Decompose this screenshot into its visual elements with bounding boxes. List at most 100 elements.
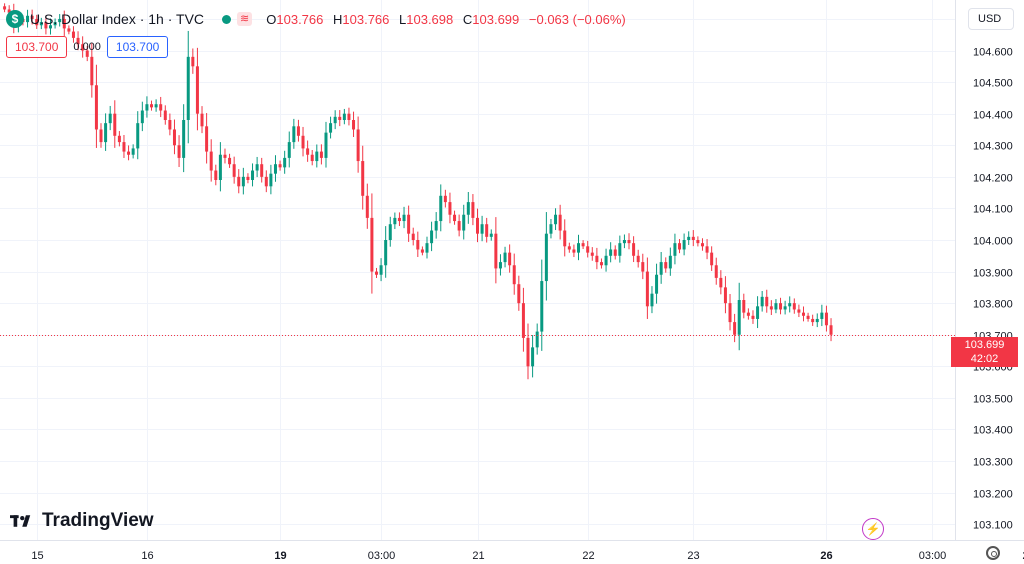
settings-gear-icon[interactable] — [986, 546, 1000, 560]
candle — [457, 214, 461, 237]
candle-body — [457, 221, 461, 231]
candle — [361, 145, 365, 210]
candle-body — [393, 217, 397, 225]
candle — [632, 236, 636, 263]
candle — [94, 64, 98, 148]
candle — [535, 323, 539, 355]
candle — [425, 236, 429, 259]
candle — [641, 253, 645, 280]
candle-body — [535, 331, 539, 348]
candle — [186, 30, 190, 144]
candle-body — [168, 120, 172, 130]
candle-body — [719, 277, 723, 288]
candle — [604, 248, 608, 272]
candle-body — [765, 296, 769, 307]
candle — [774, 299, 778, 314]
price-tick-label: 104.400 — [973, 110, 1013, 122]
candle-body — [127, 151, 131, 155]
candle-body — [232, 164, 236, 177]
candle-body — [792, 303, 796, 310]
candle — [558, 204, 562, 240]
candle-body — [191, 56, 195, 67]
candle-body — [609, 249, 613, 256]
candle-body — [430, 230, 434, 244]
price-axis[interactable]: 104.700104.600104.500104.400104.300104.2… — [955, 0, 1013, 540]
candle — [751, 310, 755, 324]
candle-body — [85, 50, 89, 57]
candle — [177, 135, 181, 167]
candle — [682, 233, 686, 256]
currency-selector[interactable]: USD — [968, 8, 1014, 30]
candle — [792, 298, 796, 314]
low-value: 103.698 — [406, 11, 454, 27]
candle — [636, 249, 640, 268]
candle-body — [650, 293, 654, 307]
candle — [168, 113, 172, 136]
candle — [117, 131, 121, 147]
candle — [58, 14, 62, 27]
symbol-logo-icon[interactable]: $ — [6, 10, 24, 28]
candle — [733, 313, 737, 343]
spread-value: 0.000 — [73, 41, 101, 53]
candle-body — [347, 113, 351, 120]
candle — [577, 234, 581, 261]
buy-button[interactable]: 103.700 — [106, 36, 169, 58]
price-tick-label: 103.400 — [973, 425, 1013, 437]
candle-body — [195, 66, 199, 114]
candle-body — [223, 154, 227, 158]
candle — [664, 257, 668, 273]
candle-body — [260, 164, 264, 177]
candle-body — [774, 303, 778, 310]
candle — [251, 163, 255, 187]
candle-body — [494, 233, 498, 269]
candle — [811, 314, 815, 326]
candle-body — [342, 113, 346, 120]
candle-body — [636, 255, 640, 263]
symbol-title[interactable]: U.S. Dollar Index · 1h · TVC — [30, 11, 205, 27]
candle-body — [150, 104, 154, 108]
candle — [76, 31, 80, 51]
candle-body — [269, 173, 273, 187]
candle — [255, 156, 259, 178]
wave-icon: ≋ — [237, 12, 253, 26]
candle — [283, 150, 287, 174]
candle-body — [425, 243, 429, 253]
candle — [228, 153, 232, 168]
candle-body — [131, 148, 135, 155]
candle-body — [374, 271, 378, 275]
candle-body — [53, 22, 57, 26]
candle-body — [117, 135, 121, 143]
candle — [567, 242, 571, 253]
candle-body — [815, 318, 819, 323]
sell-button[interactable]: 103.700 — [6, 36, 68, 58]
candle-body — [549, 224, 553, 234]
candle — [765, 289, 769, 313]
candle — [554, 208, 558, 231]
ohlc-values: O103.766 H103.766 L103.698 C103.699 −0.0… — [266, 12, 626, 27]
candle — [195, 47, 199, 131]
candle-body — [664, 262, 668, 269]
market-status[interactable]: ≋ — [216, 12, 253, 26]
candle — [572, 244, 576, 258]
candle — [306, 140, 310, 162]
time-axis[interactable]: 15 16 19 03:00 21 22 23 26 03:00 28 — [0, 540, 1024, 563]
candle-body — [90, 56, 94, 86]
price-tick-label: 104.500 — [973, 78, 1013, 90]
candle-body — [443, 195, 447, 203]
candle — [296, 119, 300, 142]
candle-body — [512, 265, 516, 285]
candle — [645, 257, 649, 319]
tradingview-watermark[interactable]: TradingView — [10, 510, 154, 532]
candle — [466, 192, 470, 224]
candle — [136, 111, 140, 160]
candle-body — [186, 56, 190, 120]
candle — [104, 113, 108, 151]
candle-body — [485, 224, 489, 237]
candle-body — [590, 252, 594, 256]
candle-body — [177, 145, 181, 158]
candle-body — [439, 195, 443, 222]
lightning-icon[interactable]: ⚡ — [862, 518, 884, 540]
candle-body — [384, 240, 388, 266]
candle — [756, 296, 760, 329]
